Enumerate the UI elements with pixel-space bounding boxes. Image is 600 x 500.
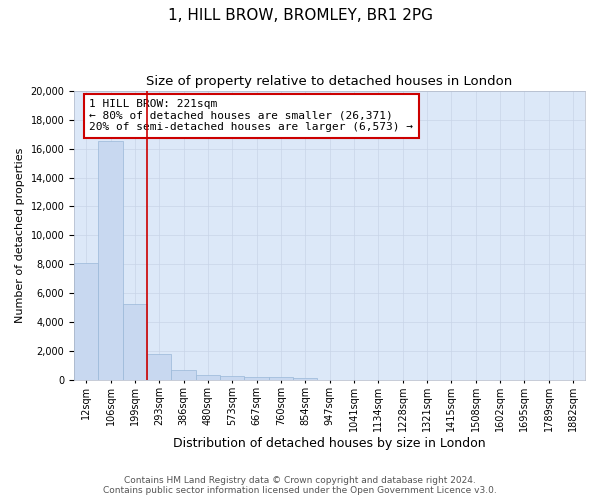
Bar: [74, 263, 98, 380]
Bar: [293, 378, 317, 380]
Bar: [269, 378, 293, 380]
Text: Contains HM Land Registry data © Crown copyright and database right 2024.
Contai: Contains HM Land Registry data © Crown c…: [103, 476, 497, 495]
Text: 1, HILL BROW, BROMLEY, BR1 2PG: 1, HILL BROW, BROMLEY, BR1 2PG: [167, 8, 433, 22]
Bar: [220, 376, 244, 380]
Text: 1 HILL BROW: 221sqm
← 80% of detached houses are smaller (26,371)
20% of semi-de: 1 HILL BROW: 221sqm ← 80% of detached ho…: [89, 100, 413, 132]
Bar: [244, 377, 269, 380]
Bar: [147, 354, 172, 380]
X-axis label: Distribution of detached houses by size in London: Distribution of detached houses by size …: [173, 437, 486, 450]
Bar: [196, 375, 220, 380]
Bar: [98, 142, 123, 380]
Title: Size of property relative to detached houses in London: Size of property relative to detached ho…: [146, 75, 513, 88]
Bar: [123, 304, 147, 380]
Bar: [172, 370, 196, 380]
Y-axis label: Number of detached properties: Number of detached properties: [15, 148, 25, 323]
